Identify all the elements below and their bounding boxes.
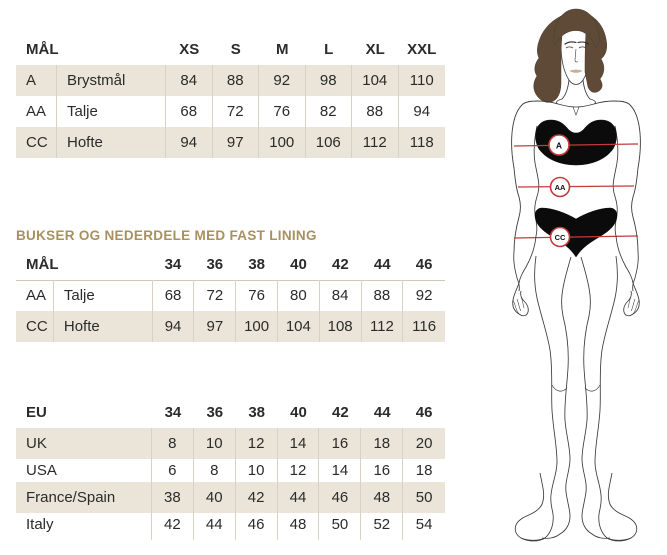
svg-text:A: A	[556, 141, 562, 151]
svg-text:AA: AA	[555, 183, 566, 192]
svg-text:CC: CC	[555, 233, 566, 242]
